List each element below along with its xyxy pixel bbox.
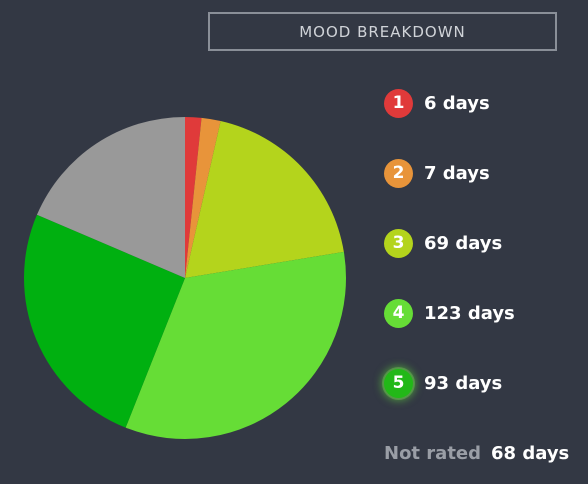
legend-item-2: 2 7 days: [384, 158, 490, 188]
mood-5-days: 93 days: [424, 372, 503, 394]
mood-2-days: 7 days: [424, 162, 490, 184]
mood-3-badge: 3: [384, 228, 413, 258]
legend-item-not-rated: Not rated 68 days: [384, 439, 569, 467]
mood-5-badge: 5: [384, 368, 413, 398]
mood-1-days: 6 days: [424, 92, 490, 114]
mood-4-number: 4: [392, 303, 405, 323]
pie-slice-2: [185, 117, 221, 278]
not-rated-days: 68 days: [491, 442, 570, 464]
mood-4-badge: 4: [384, 298, 413, 328]
mood-4-days: 123 days: [424, 302, 515, 324]
legend-item-3: 3 69 days: [384, 228, 502, 258]
mood-5-number: 5: [392, 373, 405, 393]
legend-item-5: 5 93 days: [384, 368, 502, 398]
legend-item-1: 1 6 days: [384, 88, 490, 118]
mood-1-number: 1: [392, 93, 405, 113]
mood-1-badge: 1: [384, 88, 413, 118]
mood-breakdown-header: MOOD BREAKDOWN: [208, 12, 557, 51]
mood-2-badge: 2: [384, 158, 413, 188]
pie-slice-1: [185, 117, 202, 278]
pie-slice-not-rated: [36, 117, 186, 278]
mood-pie-chart: [24, 117, 346, 439]
mood-3-number: 3: [392, 233, 405, 253]
legend-item-4: 4 123 days: [384, 298, 515, 328]
mood-3-days: 69 days: [424, 232, 503, 254]
pie-slice-5: [24, 214, 186, 428]
not-rated-label: Not rated: [384, 442, 482, 464]
pie-slice-4: [125, 251, 346, 439]
mood-2-number: 2: [392, 163, 405, 183]
pie-slice-3: [185, 120, 344, 279]
header-title: MOOD BREAKDOWN: [299, 22, 466, 41]
